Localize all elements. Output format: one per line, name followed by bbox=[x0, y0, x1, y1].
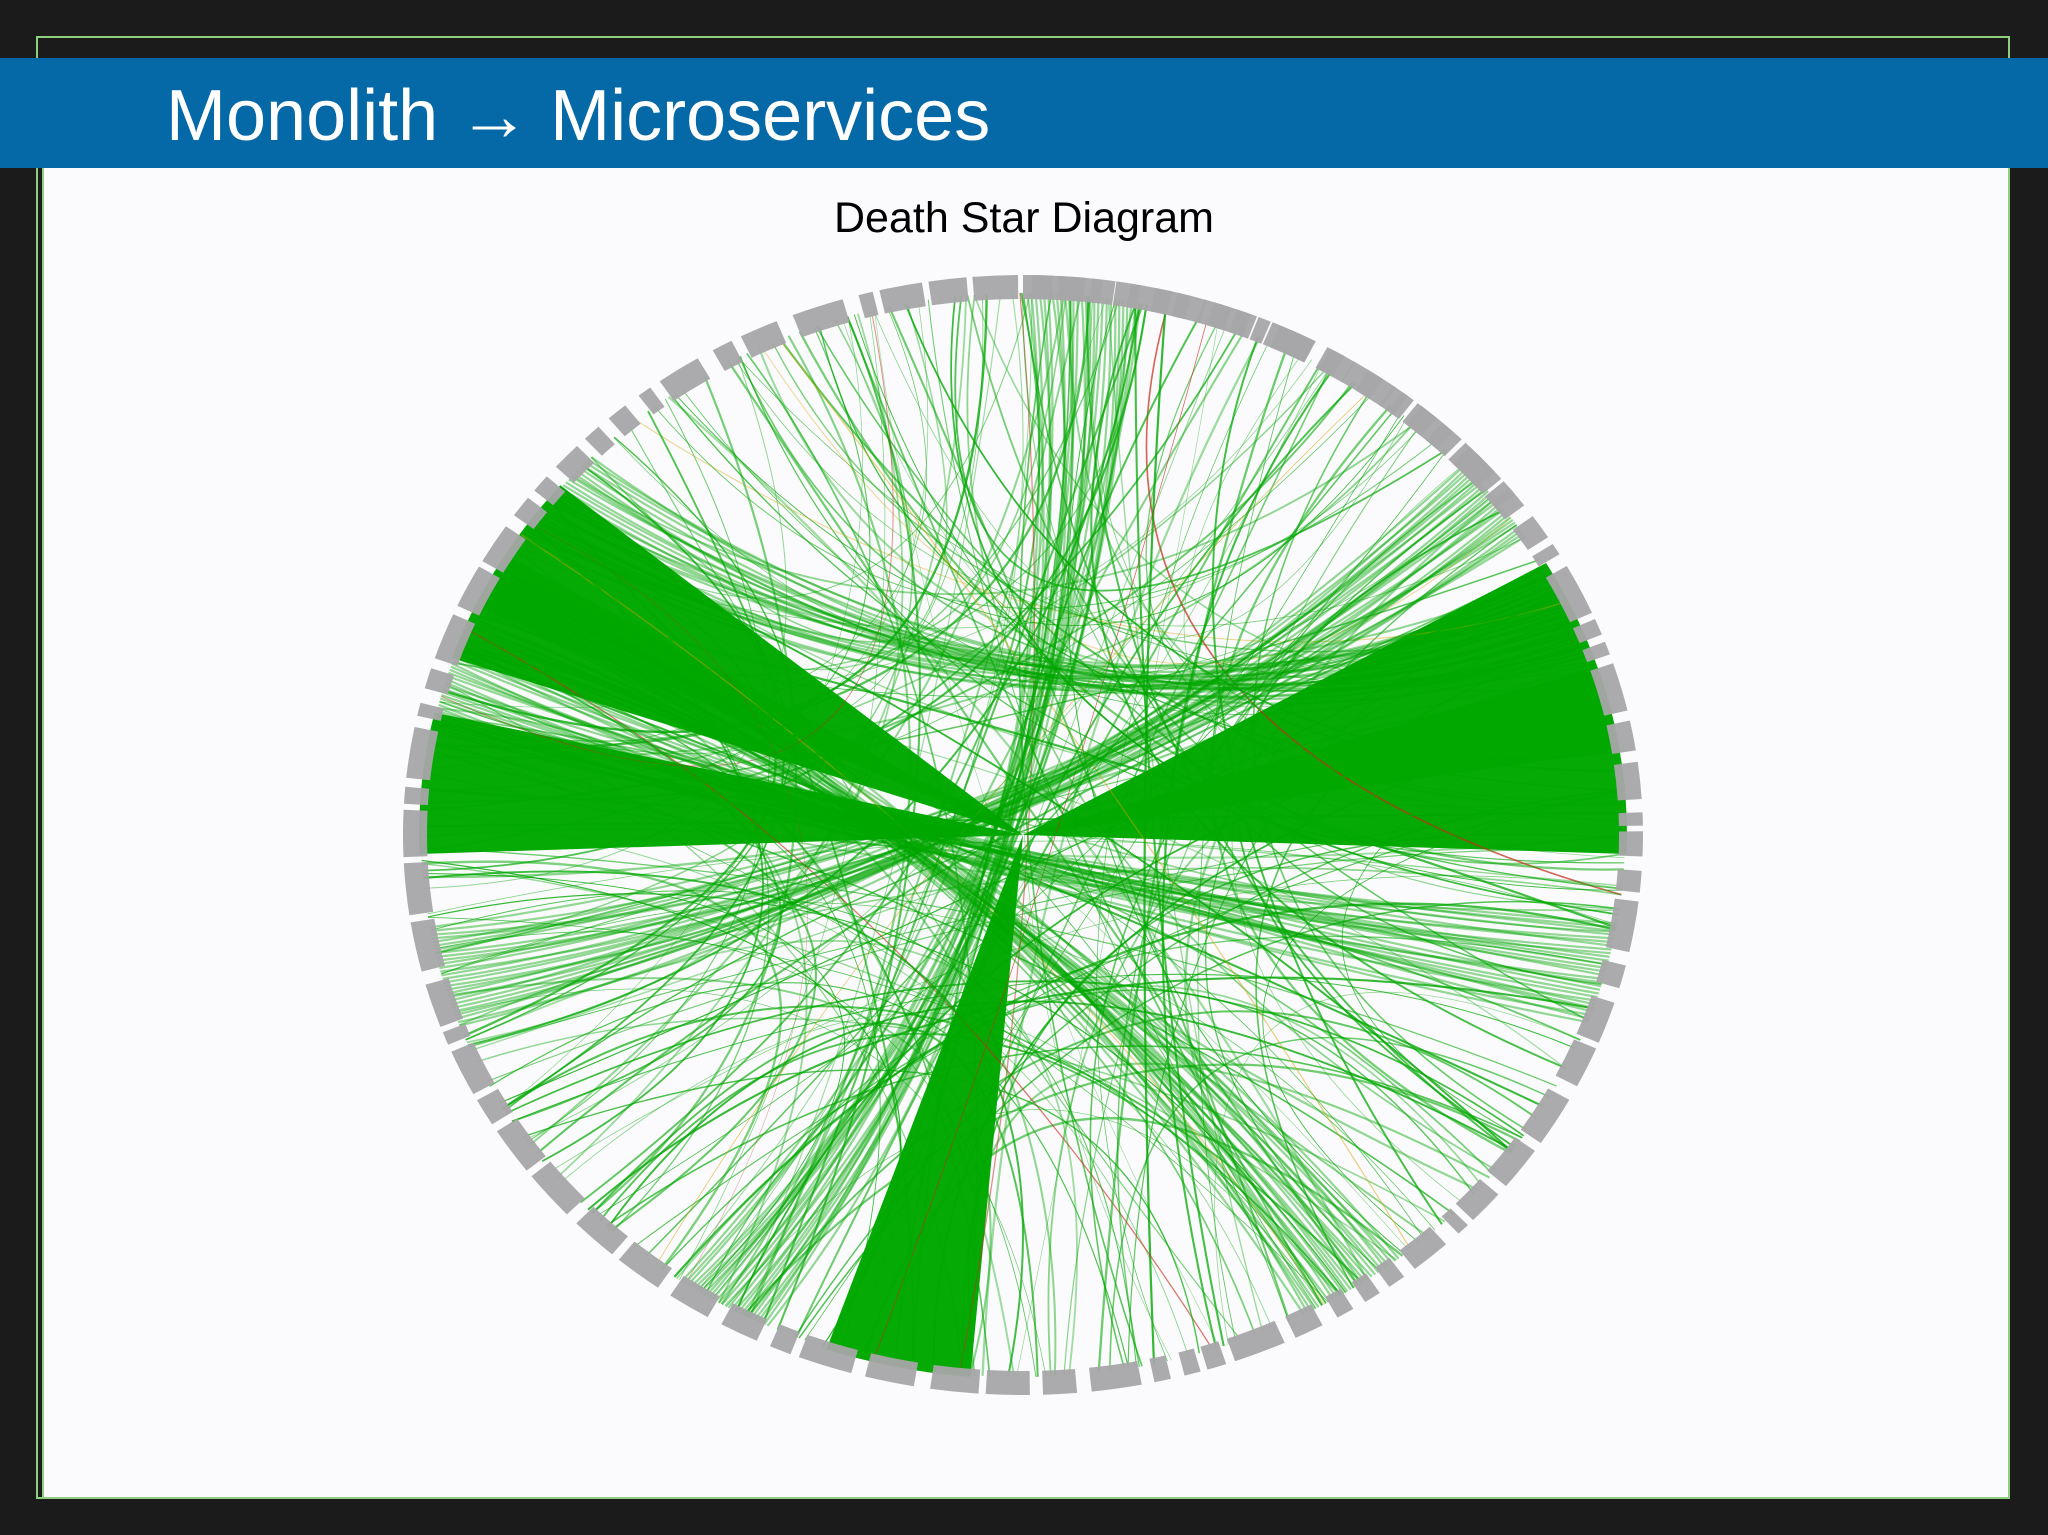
diagram-title: Death Star Diagram bbox=[834, 194, 1214, 242]
content-panel bbox=[42, 165, 2010, 1499]
slide-title: Monolith → Microservices bbox=[166, 76, 991, 156]
header-bar bbox=[0, 58, 2048, 168]
